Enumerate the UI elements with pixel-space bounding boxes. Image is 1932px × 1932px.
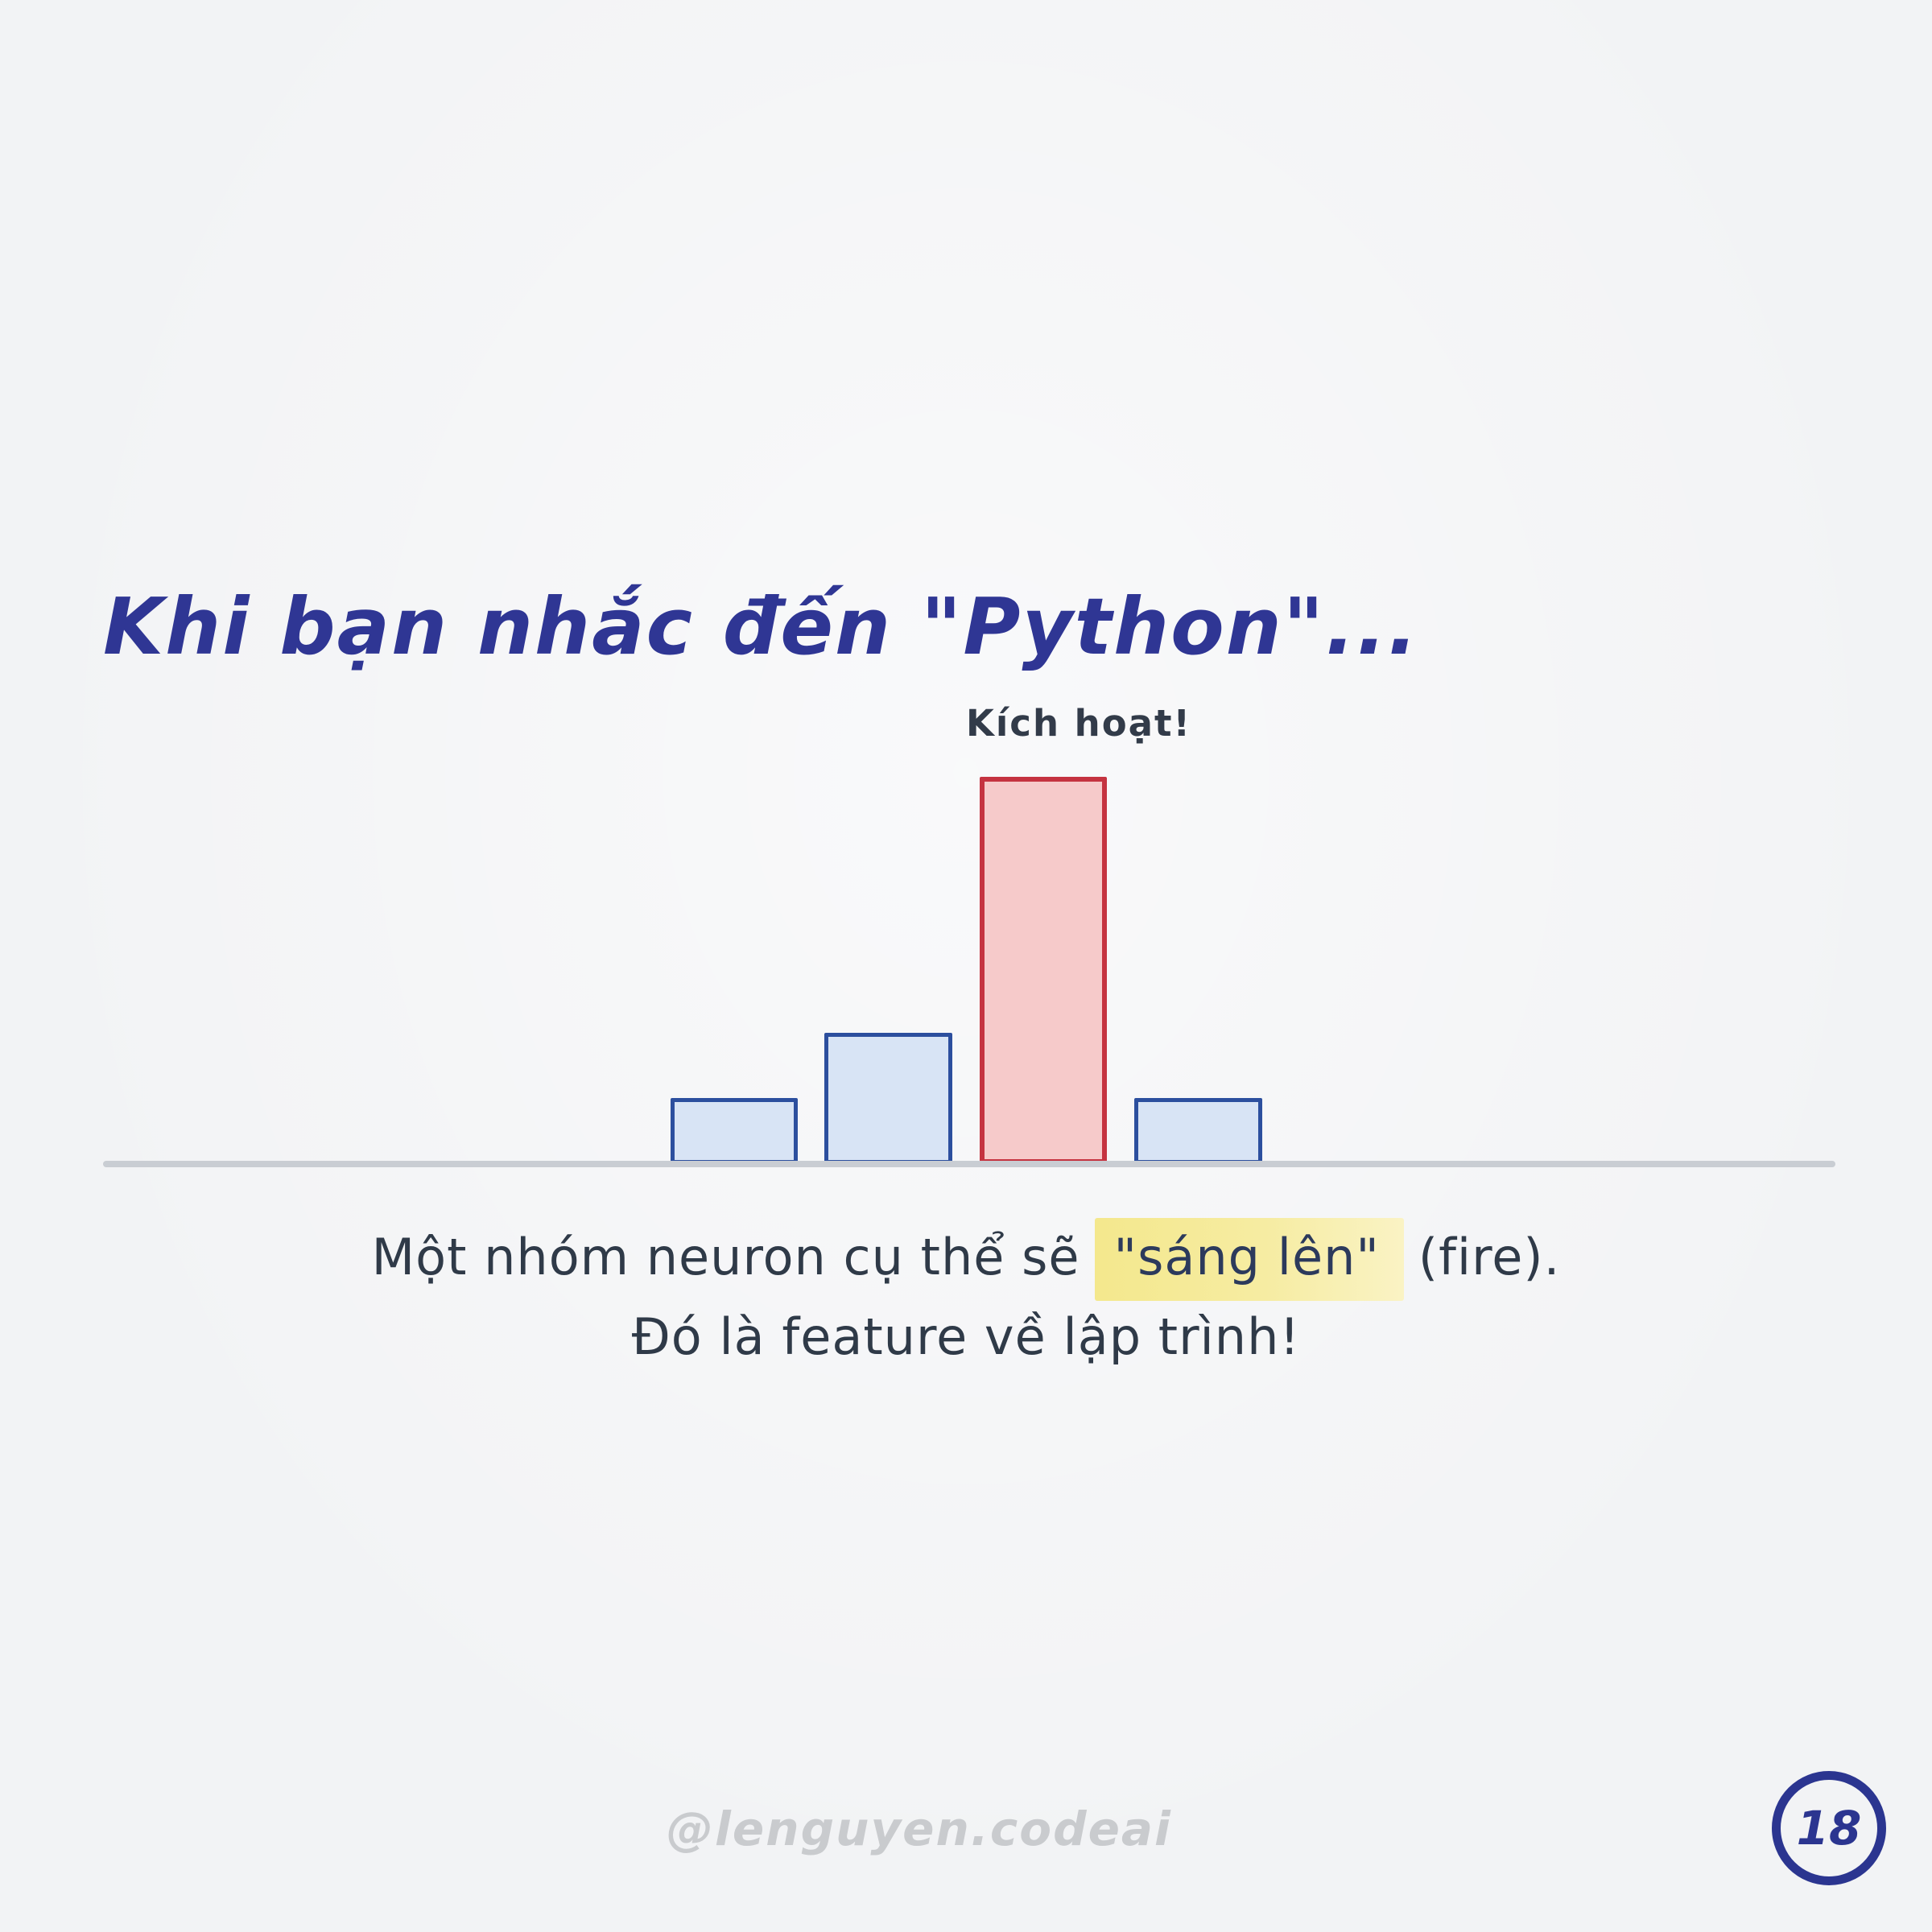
page-number-badge: 18 — [1772, 1771, 1886, 1885]
caption-line1-suffix: (fire). — [1418, 1228, 1561, 1286]
caption: Một nhóm neuron cụ thể sẽ "sáng lên" (fire… — [0, 1218, 1932, 1373]
caption-highlight: "sáng lên" — [1094, 1218, 1404, 1301]
page-title: Khi bạn nhắc đến "Python"... — [103, 581, 1419, 672]
activation-label: Kích hoạt! — [965, 702, 1192, 745]
bar-chart — [671, 777, 1262, 1164]
watermark: @lenguyen.codeai — [667, 1802, 1172, 1856]
bar-activated — [980, 777, 1107, 1164]
bar-neuron-2 — [824, 1033, 952, 1164]
bar-neuron-1 — [671, 1098, 798, 1164]
chart-baseline — [103, 1161, 1835, 1167]
page-number: 18 — [1796, 1801, 1862, 1856]
caption-line2: Đó là feature về lập trình! — [631, 1307, 1301, 1366]
bar-neuron-4 — [1134, 1098, 1262, 1164]
caption-line1-prefix: Một nhóm neuron cụ thể sẽ — [371, 1228, 1080, 1286]
